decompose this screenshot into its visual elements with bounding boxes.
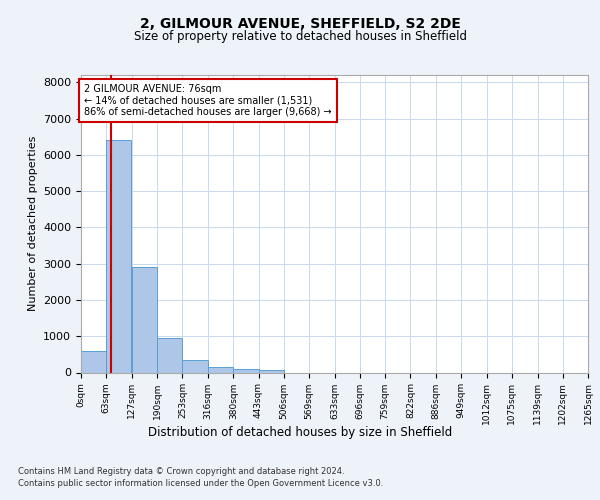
Bar bbox=[259, 370, 284, 372]
Text: Contains HM Land Registry data © Crown copyright and database right 2024.: Contains HM Land Registry data © Crown c… bbox=[18, 466, 344, 475]
Bar bbox=[157, 338, 182, 372]
Text: Contains public sector information licensed under the Open Government Licence v3: Contains public sector information licen… bbox=[18, 479, 383, 488]
Bar bbox=[208, 367, 233, 372]
Text: 2, GILMOUR AVENUE, SHEFFIELD, S2 2DE: 2, GILMOUR AVENUE, SHEFFIELD, S2 2DE bbox=[140, 18, 460, 32]
Bar bbox=[233, 369, 259, 372]
Bar bbox=[182, 360, 208, 372]
Bar bbox=[106, 140, 131, 372]
Bar bbox=[132, 268, 157, 372]
Text: Size of property relative to detached houses in Sheffield: Size of property relative to detached ho… bbox=[133, 30, 467, 43]
Text: 2 GILMOUR AVENUE: 76sqm
← 14% of detached houses are smaller (1,531)
86% of semi: 2 GILMOUR AVENUE: 76sqm ← 14% of detache… bbox=[84, 84, 332, 117]
Y-axis label: Number of detached properties: Number of detached properties bbox=[28, 136, 38, 312]
Bar bbox=[81, 350, 106, 372]
Text: Distribution of detached houses by size in Sheffield: Distribution of detached houses by size … bbox=[148, 426, 452, 439]
